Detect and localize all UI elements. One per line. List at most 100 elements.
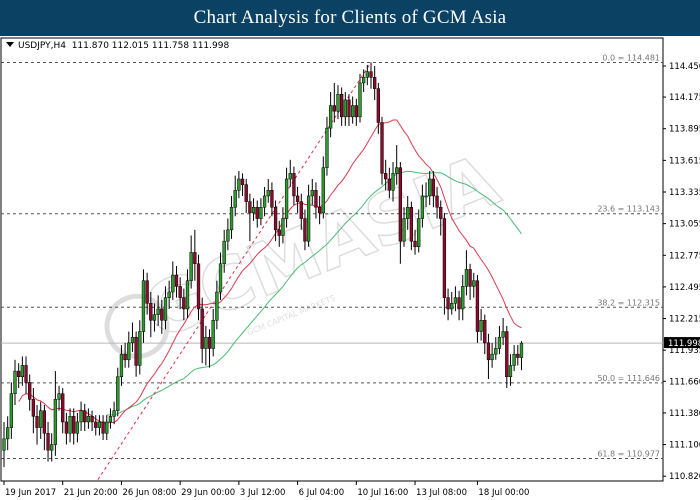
- candle: [328, 91, 333, 138]
- bullish-candle-body: [233, 190, 237, 208]
- candle: [233, 175, 237, 217]
- candle: [130, 322, 135, 352]
- candle: [94, 415, 98, 436]
- symbol-label: USDJPY,H4: [18, 41, 66, 51]
- fib-level-label: 38.2 = 112.315: [597, 298, 660, 307]
- candle: [193, 229, 197, 281]
- bearish-candle-body: [94, 421, 98, 428]
- candle: [391, 162, 395, 202]
- candle: [207, 329, 212, 368]
- bullish-candle-body: [222, 240, 226, 264]
- y-tick-label: 110.820: [669, 472, 700, 482]
- candle: [248, 193, 252, 242]
- candle: [83, 403, 87, 431]
- candle: [325, 116, 329, 176]
- bearish-candle-body: [483, 320, 487, 344]
- bullish-candle-body: [20, 365, 25, 378]
- bearish-candle-body: [442, 218, 447, 298]
- open-value: 111.870: [71, 41, 109, 51]
- bearish-candle-body: [409, 207, 414, 242]
- bearish-candle-body: [83, 410, 87, 423]
- bullish-candle-body: [343, 99, 347, 118]
- dropdown-triangle-icon[interactable]: [6, 42, 14, 47]
- candle: [90, 410, 94, 431]
- bullish-candle-body: [112, 410, 116, 417]
- candle: [204, 325, 208, 366]
- bearish-candle-body: [193, 252, 197, 264]
- bearish-candle-body: [31, 399, 36, 417]
- candle: [86, 408, 91, 429]
- bullish-candle-body: [2, 438, 6, 451]
- candle: [116, 367, 120, 417]
- candle: [79, 401, 83, 431]
- candle: [270, 182, 274, 217]
- bullish-candle-body: [229, 207, 234, 231]
- candle: [149, 292, 153, 338]
- bullish-candle-body: [86, 416, 91, 423]
- bullish-candle-body: [391, 173, 395, 191]
- candle: [343, 91, 347, 126]
- bullish-candle-body: [284, 178, 289, 219]
- candle: [332, 82, 336, 123]
- bullish-candle-body: [281, 218, 285, 236]
- candle: [288, 159, 292, 187]
- fib-level-label: 0.0 = 114.481: [602, 53, 660, 62]
- bullish-candle-body: [237, 178, 241, 191]
- candle: [6, 416, 10, 451]
- bearish-candle-body: [174, 274, 179, 287]
- candle: [490, 342, 494, 368]
- candle: [46, 421, 50, 462]
- bullish-candle-body: [167, 291, 171, 298]
- bullish-candle-body: [185, 280, 190, 310]
- candle: [160, 299, 164, 334]
- candle: [68, 408, 72, 443]
- bearish-candle-body: [398, 167, 403, 242]
- candle: [450, 292, 454, 315]
- bearish-candle-body: [255, 207, 259, 219]
- bearish-candle-body: [373, 77, 377, 89]
- candle: [317, 195, 322, 225]
- low-value: 111.758: [151, 41, 190, 51]
- page-title: Chart Analysis for Clients of GCM Asia: [193, 7, 507, 28]
- bearish-candle-body: [516, 353, 520, 358]
- header-bar: Chart Analysis for Clients of GCM Asia: [0, 0, 700, 36]
- candle: [376, 82, 380, 134]
- bullish-candle-body: [358, 82, 362, 118]
- candle: [446, 288, 450, 321]
- candle: [13, 359, 17, 405]
- x-tick-label: 10 Jul 16:00: [357, 488, 408, 498]
- bullish-candle-body: [351, 105, 355, 118]
- bearish-candle-body: [196, 263, 201, 310]
- candle: [244, 179, 248, 213]
- candle: [336, 85, 340, 120]
- candle: [123, 342, 127, 368]
- candle: [494, 337, 498, 360]
- candle: [321, 156, 325, 219]
- bullish-candle-body: [424, 195, 428, 198]
- bullish-candle-body: [479, 320, 483, 332]
- candle: [31, 388, 36, 434]
- bearish-candle-body: [42, 410, 47, 434]
- fib-level-label: 61.8 = 110.977: [597, 449, 660, 458]
- bullish-candle-body: [497, 336, 502, 349]
- y-tick-label: 113.335: [669, 188, 700, 198]
- candle: [141, 269, 146, 343]
- y-tick-label: 113.055: [669, 220, 700, 230]
- candle: [101, 415, 105, 441]
- candle: [395, 145, 399, 185]
- candle: [277, 220, 281, 247]
- candle: [354, 98, 358, 126]
- bearish-candle-body: [332, 105, 336, 112]
- y-tick-label: 111.380: [669, 409, 700, 419]
- bearish-candle-body: [273, 207, 278, 231]
- bullish-candle-body: [464, 269, 469, 287]
- candle: [453, 286, 458, 312]
- bearish-candle-body: [134, 336, 138, 366]
- candle: [409, 201, 414, 251]
- candle: [310, 179, 314, 205]
- candle: [171, 261, 175, 300]
- y-tick-label: 112.495: [669, 283, 700, 293]
- bullish-candle-body: [57, 393, 61, 400]
- candle: [108, 408, 113, 429]
- candle: [398, 162, 403, 264]
